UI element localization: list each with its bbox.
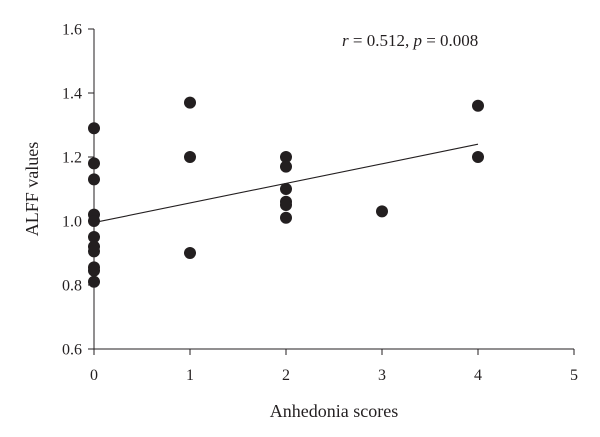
y-axis-label: ALFF values (22, 142, 42, 237)
data-point (280, 183, 292, 195)
y-tick-label: 0.6 (62, 342, 82, 359)
data-point (88, 157, 100, 170)
x-tick-label: 3 (378, 367, 386, 384)
x-axis-label: Anhedonia scores (270, 401, 398, 421)
data-point (88, 264, 100, 277)
x-tick-label: 1 (186, 367, 194, 384)
data-point (280, 199, 292, 211)
data-point (472, 151, 484, 163)
data-point (88, 122, 100, 135)
x-tick-label: 4 (474, 367, 482, 384)
y-tick-label: 1.6 (62, 22, 82, 39)
y-tick-label: 1.4 (62, 86, 82, 103)
p-value: = 0.008 (422, 31, 478, 50)
data-points (88, 96, 484, 288)
data-point (472, 99, 484, 112)
data-point (88, 173, 100, 186)
data-point (184, 247, 196, 259)
data-point (184, 151, 196, 163)
y-tick-label: 1.0 (62, 214, 82, 231)
correlation-annotation: r = 0.512, p = 0.008 (342, 31, 478, 50)
data-point (88, 215, 100, 227)
data-point (88, 231, 100, 243)
axes (93, 29, 574, 350)
y-ticks: 0.6 0.8 1.0 1.2 1.4 1.6 (62, 22, 94, 359)
data-point (184, 96, 196, 109)
data-point (280, 160, 292, 173)
y-tick-label: 1.2 (62, 150, 82, 167)
x-ticks: 0 1 2 3 4 5 (90, 349, 578, 384)
r-value: = 0.512, (349, 31, 414, 50)
x-tick-label: 2 (282, 367, 290, 384)
y-tick-label: 0.8 (62, 278, 82, 295)
data-point (88, 245, 100, 258)
data-point (280, 211, 292, 224)
x-tick-label: 0 (90, 367, 98, 384)
data-point (280, 151, 292, 163)
x-tick-label: 5 (570, 367, 578, 384)
data-point (88, 275, 100, 288)
r-symbol: r (342, 31, 349, 50)
p-symbol: p (412, 31, 422, 50)
data-point (376, 205, 388, 218)
